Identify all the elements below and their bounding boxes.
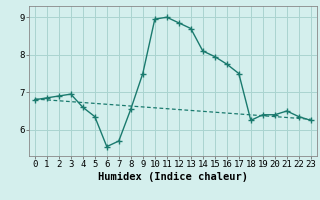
X-axis label: Humidex (Indice chaleur): Humidex (Indice chaleur) — [98, 172, 248, 182]
